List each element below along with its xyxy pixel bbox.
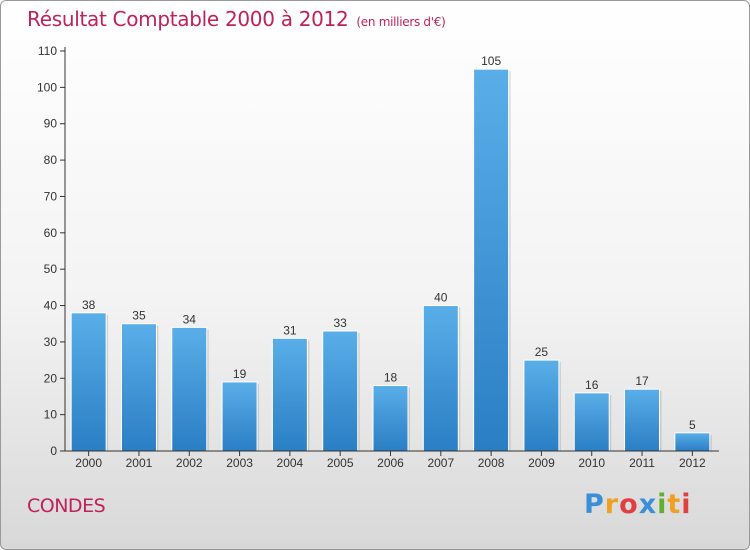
x-tick-label: 2012 <box>679 456 706 470</box>
y-tick-label: 60 <box>44 226 58 240</box>
logo-letter: x <box>638 489 658 520</box>
bar-2007 <box>422 305 459 452</box>
proxiti-logo: Proxiti <box>584 489 692 520</box>
y-tick-label: 80 <box>44 153 58 167</box>
data-label: 31 <box>283 323 297 337</box>
y-tick-label: 90 <box>44 117 58 131</box>
x-tick-label: 2011 <box>629 456 655 470</box>
bar-2001 <box>120 323 157 452</box>
data-label: 35 <box>132 309 146 323</box>
commune-name: CONDES <box>27 495 106 517</box>
chart-title: Résultat Comptable 2000 à 2012 (en millie… <box>27 7 446 31</box>
data-label: 33 <box>334 316 348 330</box>
x-tick-label: 2000 <box>75 456 102 470</box>
x-axis: 2000 2001 2002 2003 2004 2005 2006 2007 2008 2009… <box>60 450 719 470</box>
x-tick-label: 2001 <box>126 456 153 470</box>
data-label: 5 <box>689 418 696 432</box>
chart-subtitle: (en milliers d'€) <box>356 15 446 29</box>
x-tick-label: 2005 <box>327 456 354 470</box>
logo-letter: i <box>657 489 668 520</box>
bar-2004 <box>271 337 308 452</box>
x-tick-label: 2006 <box>377 456 404 470</box>
y-tick-label: 40 <box>44 299 58 313</box>
x-tick-label: 2008 <box>478 456 505 470</box>
data-label: 105 <box>481 54 501 68</box>
bar-2008 <box>473 68 510 452</box>
data-label: 34 <box>183 312 197 326</box>
y-tick-label: 100 <box>37 80 57 94</box>
y-axis: 0 10 20 30 40 50 60 70 80 90 100 110 <box>37 44 66 458</box>
bar-2003 <box>221 381 258 452</box>
data-label: 38 <box>82 298 96 312</box>
logo-letter: r <box>604 489 620 520</box>
data-label: 16 <box>585 378 599 392</box>
bars: 38 35 34 19 31 33 18 40 105 25 16 17 5 <box>70 54 712 452</box>
x-tick-label: 2010 <box>578 456 605 470</box>
bar-2005 <box>322 330 359 452</box>
data-label: 17 <box>635 374 649 388</box>
y-tick-label: 30 <box>44 335 58 349</box>
logo-letter: i <box>681 489 692 520</box>
bar-2010 <box>573 392 610 452</box>
y-tick-label: 50 <box>44 262 58 276</box>
x-tick-label: 2002 <box>176 456 203 470</box>
bar-2000 <box>70 312 107 452</box>
x-tick-label: 2003 <box>226 456 253 470</box>
logo-letter: P <box>584 489 605 520</box>
y-tick-label: 0 <box>50 444 57 458</box>
data-label: 25 <box>535 345 549 359</box>
y-tick-label: 110 <box>38 44 57 58</box>
chart-title-text: Résultat Comptable 2000 à 2012 <box>27 7 349 31</box>
y-tick-label: 20 <box>44 371 58 385</box>
data-label: 18 <box>384 371 398 385</box>
x-tick-label: 2009 <box>528 456 555 470</box>
bar-2011 <box>624 388 661 452</box>
data-label: 19 <box>233 367 247 381</box>
bar-2006 <box>372 385 409 452</box>
logo-letter: t <box>667 489 682 520</box>
bar-2012 <box>674 432 711 452</box>
y-tick-label: 10 <box>44 408 58 422</box>
x-tick-label: 2004 <box>277 456 304 470</box>
logo-letter: o <box>619 489 639 520</box>
bar-2002 <box>171 326 208 452</box>
x-tick-label: 2007 <box>427 456 454 470</box>
y-tick-label: 70 <box>44 189 58 203</box>
data-label: 40 <box>434 291 448 305</box>
bar-2009 <box>523 359 560 452</box>
